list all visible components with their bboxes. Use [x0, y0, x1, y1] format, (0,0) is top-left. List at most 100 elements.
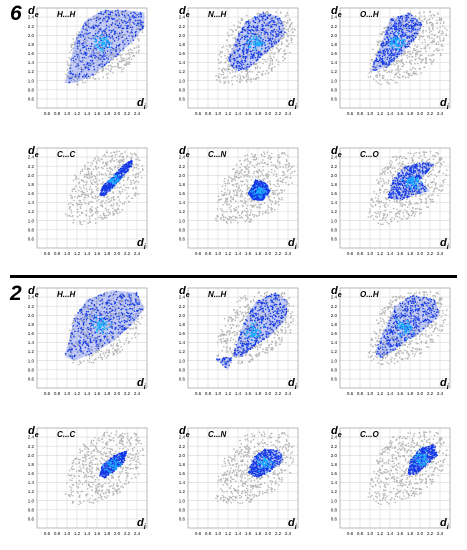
contact-point — [237, 39, 240, 41]
dense-point — [389, 36, 392, 39]
background-point — [70, 79, 72, 82]
background-point — [128, 63, 131, 65]
background-point — [252, 78, 255, 80]
y-tick-label: 1.0 — [179, 78, 186, 83]
background-point — [244, 220, 246, 223]
dense-point — [250, 38, 253, 41]
background-point — [115, 150, 118, 153]
background-point — [249, 204, 252, 206]
background-point — [223, 211, 225, 213]
background-point — [65, 73, 67, 76]
background-point — [246, 154, 249, 156]
contact-point — [105, 186, 107, 189]
contact-point — [386, 56, 389, 59]
background-point — [141, 31, 144, 34]
contact-point — [111, 18, 114, 20]
dense-point — [104, 36, 107, 39]
dense-point — [95, 35, 98, 37]
background-point — [94, 218, 97, 220]
contact-point — [419, 21, 422, 24]
contact-point — [126, 170, 129, 172]
contact-point — [405, 19, 407, 21]
background-point — [232, 196, 235, 199]
background-point — [432, 29, 434, 31]
contact-point — [388, 35, 391, 37]
x-tick-label: 1.8 — [104, 251, 111, 256]
background-point — [387, 79, 389, 81]
background-point — [102, 69, 105, 72]
contact-point — [397, 17, 399, 19]
background-point — [118, 60, 121, 63]
background-point — [283, 189, 286, 192]
dense-point — [95, 44, 97, 46]
background-point — [229, 28, 232, 31]
contact-point — [98, 45, 101, 47]
contact-point — [95, 19, 98, 22]
x-tick-label: 1.2 — [377, 111, 384, 116]
background-point — [96, 155, 98, 158]
contact-point — [81, 57, 84, 59]
background-point — [215, 217, 217, 220]
background-point — [73, 199, 75, 202]
contact-point — [258, 51, 261, 53]
background-point — [437, 41, 440, 43]
background-point — [122, 157, 124, 159]
background-point — [223, 218, 225, 221]
dense-point — [262, 42, 265, 44]
background-point — [238, 30, 240, 33]
background-point — [268, 198, 271, 201]
background-point — [423, 39, 426, 41]
contact-point — [136, 14, 138, 16]
background-point — [95, 210, 97, 213]
y-axis-label-subscript: e — [35, 152, 39, 159]
compound-label-2: 2 — [10, 282, 22, 305]
background-point — [408, 55, 411, 58]
dense-point — [395, 42, 398, 44]
background-point — [243, 183, 246, 186]
background-point — [268, 206, 270, 209]
background-point — [428, 18, 431, 20]
background-point — [88, 18, 91, 21]
x-tick-label: 1.0 — [215, 251, 222, 256]
contact-point — [84, 67, 87, 69]
contact-point — [261, 183, 264, 185]
contact-point — [408, 42, 411, 45]
background-point — [105, 216, 108, 219]
background-point — [288, 164, 291, 167]
contact-point — [139, 22, 142, 24]
contact-point — [405, 16, 407, 19]
background-point — [134, 176, 136, 178]
background-point — [115, 209, 117, 212]
background-point — [235, 183, 237, 185]
background-point — [96, 69, 99, 72]
background-point — [91, 163, 94, 165]
background-point — [382, 74, 385, 77]
contact-point — [256, 26, 259, 29]
contact-point — [268, 47, 270, 50]
background-point — [418, 34, 420, 37]
contact-point — [76, 47, 79, 49]
contact-point — [267, 191, 270, 193]
contact-point — [273, 21, 276, 23]
contact-point — [267, 37, 269, 40]
dense-point — [116, 180, 118, 182]
y-axis-label-subscript: e — [338, 12, 342, 19]
contact-point — [75, 58, 77, 60]
background-point — [271, 200, 274, 203]
background-point — [229, 46, 231, 48]
y-tick-label: 0.8 — [28, 87, 35, 92]
background-point — [105, 209, 108, 211]
contact-point — [257, 53, 260, 56]
background-point — [223, 201, 226, 204]
background-point — [112, 72, 114, 74]
contact-point — [103, 34, 105, 36]
background-point — [240, 180, 242, 183]
dense-point — [393, 36, 396, 38]
background-point — [288, 34, 291, 37]
background-point — [94, 157, 96, 159]
background-point — [271, 189, 274, 192]
background-point — [64, 213, 67, 215]
background-point — [113, 167, 116, 169]
background-point — [105, 54, 107, 57]
background-point — [91, 53, 94, 55]
